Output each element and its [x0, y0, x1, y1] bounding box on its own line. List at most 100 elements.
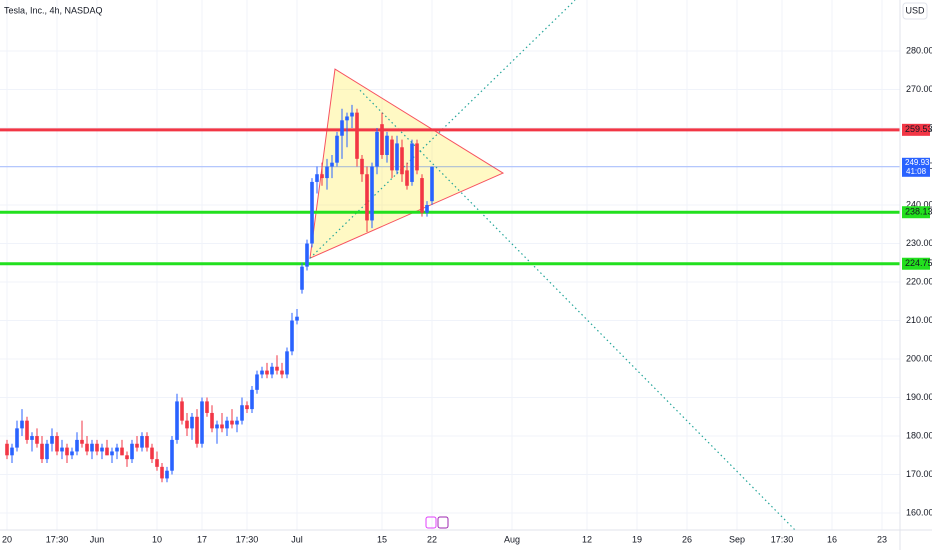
candle-body — [15, 428, 19, 448]
candle-body — [195, 416, 199, 444]
candle-body — [55, 436, 59, 452]
candle-body — [190, 416, 194, 429]
candle-body — [425, 205, 429, 213]
y-tick-label: 200.00 — [906, 353, 932, 363]
candle-body — [135, 443, 139, 448]
candle-body — [45, 443, 49, 460]
level-label-box — [902, 206, 930, 219]
x-tick-label: 26 — [682, 534, 692, 544]
candle-body — [10, 447, 14, 456]
candle-body — [130, 443, 134, 460]
candle-body — [275, 366, 279, 371]
candle-body — [285, 351, 289, 375]
x-tick-label: 19 — [632, 534, 642, 544]
candle-body — [120, 447, 124, 456]
x-tick-label: 17:30 — [771, 534, 794, 544]
candle-body — [100, 447, 104, 452]
candle-body — [175, 401, 179, 440]
x-tick-label: 16 — [827, 534, 837, 544]
x-tick-label: Aug — [504, 534, 520, 544]
bottom-icons[interactable] — [425, 516, 449, 529]
candle-body — [155, 459, 159, 467]
x-tick-label: 23 — [877, 534, 887, 544]
y-tick-label: 280.00 — [906, 45, 932, 55]
candle-body — [230, 420, 234, 425]
candle-body — [75, 439, 79, 452]
last-price-label: 249.93 — [905, 158, 930, 167]
candle-body — [290, 320, 294, 352]
candle-body — [260, 370, 264, 375]
x-tick-label: Sep — [729, 534, 745, 544]
x-tick-label: 15 — [377, 534, 387, 544]
candle-body — [400, 147, 404, 175]
countdown-label: 41:08 — [906, 167, 927, 176]
candle-body — [90, 443, 94, 452]
candle-body — [330, 162, 334, 167]
candle-body — [255, 374, 259, 390]
candle-body — [380, 124, 384, 155]
candle-body — [320, 174, 324, 179]
y-tick-label: 230.00 — [906, 238, 932, 248]
candle-body — [125, 455, 129, 460]
candle-body — [200, 401, 204, 444]
candle-body — [70, 451, 74, 456]
candle-body — [300, 266, 304, 290]
candle-body — [245, 405, 249, 410]
y-tick-label: 210.00 — [906, 315, 932, 325]
level-label-box — [902, 123, 930, 136]
candle-body — [325, 166, 329, 179]
candle-body — [390, 139, 394, 171]
candle-body — [250, 389, 254, 410]
candle-body — [80, 439, 84, 444]
level-label-box — [902, 257, 930, 270]
level-label: 259.53 — [905, 124, 932, 134]
currency[interactable]: USD — [905, 5, 925, 15]
x-tick-label: 10 — [152, 534, 162, 544]
candle-body — [310, 181, 314, 244]
candle-body — [410, 143, 414, 182]
currency-button[interactable] — [902, 2, 928, 20]
candle-body — [65, 447, 69, 456]
candle-body — [95, 443, 99, 452]
candle-body — [240, 405, 244, 421]
x-tick-label: 17 — [197, 534, 207, 544]
candle-body — [385, 135, 389, 155]
candle-body — [415, 143, 419, 171]
candle-body — [305, 243, 309, 267]
candle-body — [50, 436, 54, 444]
chart-title: Tesla, Inc., 4h, NASDAQ — [4, 5, 103, 15]
candle-body — [170, 439, 174, 471]
plot — [0, 0, 900, 531]
candle-body — [295, 316, 299, 321]
candle-body — [405, 170, 409, 186]
candle-body — [185, 420, 189, 429]
x-tick-label: 17:30 — [46, 534, 69, 544]
y-tick-label: 160.00 — [906, 507, 932, 517]
candle-body — [210, 412, 214, 429]
candle-body — [360, 158, 364, 175]
level-label: 224.75 — [905, 258, 932, 268]
x-tick-label: Jun — [90, 534, 105, 544]
x-tick-label: 22 — [427, 534, 437, 544]
candle-body — [225, 420, 229, 429]
last-price-box — [902, 157, 930, 177]
candle-body — [140, 436, 144, 448]
candle-body — [180, 401, 184, 421]
candle-body — [430, 166, 434, 202]
level-label: 238.13 — [905, 207, 932, 217]
x-tick-label: 12 — [582, 534, 592, 544]
candle-body — [25, 420, 29, 440]
candle-body — [365, 174, 369, 221]
candle-body — [110, 451, 114, 456]
candle-body — [335, 135, 339, 163]
x-tick-label: Jul — [291, 534, 303, 544]
candle-body — [5, 443, 9, 456]
y-tick-label: 240.00 — [906, 199, 932, 209]
y-tick-label: 220.00 — [906, 276, 932, 286]
x-tick-label: 17:30 — [236, 534, 259, 544]
candle-body — [60, 447, 64, 452]
candle-body — [30, 436, 34, 440]
candle-body — [35, 436, 39, 444]
candle-body — [420, 178, 424, 213]
x-tick-label: 20 — [2, 534, 12, 544]
